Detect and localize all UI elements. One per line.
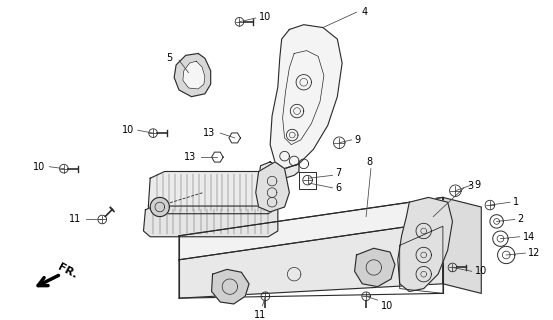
Text: 8: 8 [366,157,372,167]
Text: 9: 9 [474,180,481,190]
Text: 13: 13 [203,128,216,138]
Text: 10: 10 [33,162,45,172]
Polygon shape [150,197,169,217]
Text: 11: 11 [69,214,81,225]
Text: 9: 9 [354,135,361,145]
Polygon shape [148,172,280,214]
Text: FR.: FR. [56,261,79,280]
Polygon shape [174,53,211,97]
Text: 10: 10 [259,12,271,22]
Polygon shape [398,197,452,292]
Text: 6: 6 [336,183,342,193]
Text: 10: 10 [380,301,393,311]
Polygon shape [212,269,249,304]
Text: 12: 12 [528,248,541,258]
Text: 10: 10 [122,125,134,135]
Text: 4: 4 [361,7,367,17]
Polygon shape [143,206,278,237]
Polygon shape [255,162,289,212]
Text: 13: 13 [184,152,196,162]
Polygon shape [183,61,205,89]
Text: 10: 10 [474,266,487,276]
Text: 5: 5 [166,53,173,63]
Text: 2: 2 [518,214,524,225]
Text: 3: 3 [467,181,473,191]
Text: 7: 7 [336,168,342,179]
Polygon shape [179,197,443,260]
Text: 14: 14 [523,232,535,242]
Polygon shape [443,197,481,293]
Text: 1: 1 [513,197,519,207]
Polygon shape [179,221,443,298]
Polygon shape [259,162,299,185]
Text: 11: 11 [254,310,267,320]
Polygon shape [270,25,342,169]
Polygon shape [354,248,395,287]
